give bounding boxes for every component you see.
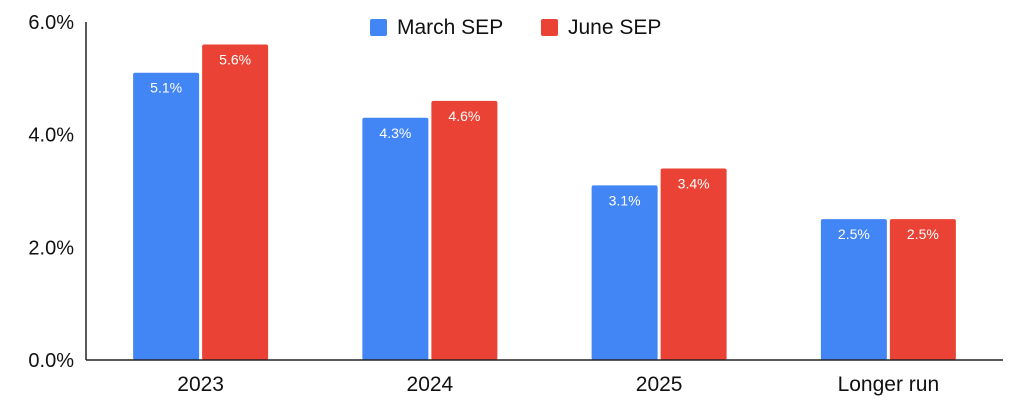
- legend-label: March SEP: [397, 16, 503, 39]
- bar-value-label: 3.1%: [609, 192, 641, 208]
- bar-june-sep-2025: [660, 168, 727, 360]
- legend: March SEP June SEP: [370, 16, 661, 39]
- bar-june-sep-2023: [202, 44, 269, 361]
- legend-swatch: [541, 19, 558, 36]
- x-tick-label: 2025: [636, 373, 683, 396]
- x-tick-label: 2024: [407, 373, 454, 396]
- bar-value-label: 4.3%: [379, 125, 411, 141]
- bar-value-label: 2.5%: [838, 226, 870, 242]
- x-axis: 2023 2024 2025 Longer run: [86, 359, 1003, 396]
- legend-swatch: [370, 19, 387, 36]
- bar-value-label: 5.1%: [150, 80, 182, 96]
- bar-march-sep-longer-run: [820, 219, 887, 360]
- y-axis: 0.0% 2.0% 4.0% 6.0%: [28, 12, 87, 372]
- bar-march-sep-2025: [591, 185, 658, 360]
- bar-value-label: 2.5%: [907, 226, 939, 242]
- y-tick-label: 0.0%: [28, 350, 74, 372]
- y-tick-label: 6.0%: [28, 12, 74, 34]
- bar-value-label: 3.4%: [678, 175, 710, 191]
- bars: 5.1% 5.6% 4.3% 4.6% 3.1% 3.4% 2.5% 2.5%: [133, 44, 956, 361]
- bar-march-sep-2024: [362, 117, 429, 361]
- bar-june-sep-longer-run: [889, 219, 956, 360]
- bar-june-sep-2024: [431, 100, 498, 360]
- y-tick-label: 4.0%: [28, 125, 74, 147]
- x-tick-label: Longer run: [838, 373, 940, 396]
- y-tick-label: 2.0%: [28, 237, 74, 259]
- x-tick-label: 2023: [177, 373, 224, 396]
- bar-value-label: 5.6%: [219, 52, 251, 68]
- bar-value-label: 4.6%: [448, 108, 480, 124]
- legend-label: June SEP: [568, 16, 661, 39]
- bar-march-sep-2023: [133, 72, 200, 360]
